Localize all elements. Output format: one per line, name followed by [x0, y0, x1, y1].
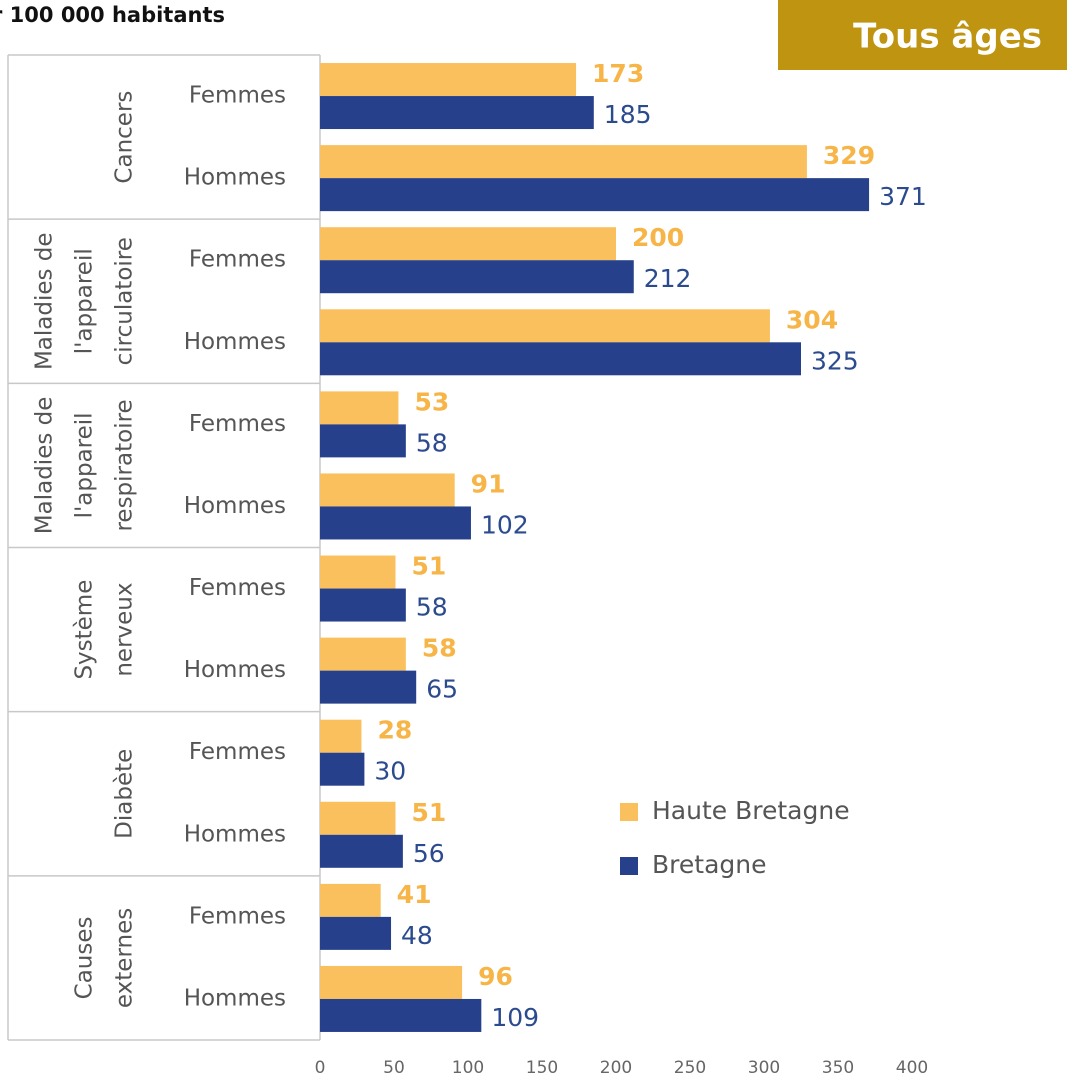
category-label: Hommes	[184, 165, 286, 191]
group-label: l'appareil	[72, 412, 98, 518]
legend-label: Bretagne	[652, 850, 766, 879]
bar	[320, 391, 399, 425]
x-tick-label: 350	[822, 1058, 854, 1078]
data-label: 30	[374, 757, 406, 786]
bar	[320, 752, 365, 786]
badge-label: Tous âges	[853, 17, 1042, 57]
category-label: Femmes	[189, 411, 286, 437]
bar	[320, 998, 482, 1032]
bar	[320, 834, 403, 868]
category-label: Hommes	[184, 493, 286, 519]
data-label: 41	[397, 880, 432, 909]
bar	[320, 178, 870, 212]
data-label: 325	[811, 346, 859, 375]
data-label: 371	[879, 182, 927, 211]
bar	[320, 145, 807, 179]
group-label: Système	[72, 580, 98, 680]
badge-background	[778, 0, 1067, 70]
data-label: 48	[401, 921, 433, 950]
data-label: 329	[823, 141, 875, 170]
bar	[320, 473, 455, 507]
data-label: 96	[478, 962, 513, 991]
legend-label: Haute Bretagne	[652, 796, 850, 825]
data-label: 212	[644, 264, 692, 293]
data-label: 185	[604, 100, 652, 129]
bar	[320, 670, 417, 704]
data-label: 58	[416, 428, 448, 457]
bar	[320, 588, 406, 622]
group-label: externes	[112, 908, 138, 1008]
bar	[320, 342, 801, 376]
group-label: Cancers	[112, 91, 138, 184]
group-label: Maladies de	[32, 232, 58, 370]
group-label: Causes	[72, 916, 98, 999]
x-tick-label: 150	[526, 1058, 558, 1078]
data-label: 65	[426, 675, 458, 704]
x-tick-label: 200	[600, 1058, 632, 1078]
group-label: nerveux	[112, 583, 138, 677]
bar	[320, 63, 577, 97]
data-label: 304	[786, 305, 838, 334]
data-label: 173	[592, 59, 644, 88]
category-label: Hommes	[184, 657, 286, 683]
category-label: Hommes	[184, 821, 286, 847]
data-label: 51	[411, 798, 446, 827]
category-label: Femmes	[189, 83, 286, 109]
data-label: 200	[632, 223, 684, 252]
group-label: Maladies de	[32, 397, 58, 535]
group-label: Diabète	[112, 749, 138, 839]
bar	[320, 637, 406, 671]
bar	[320, 883, 381, 917]
bar	[320, 227, 616, 261]
x-tick-label: 400	[896, 1058, 928, 1078]
bar	[320, 916, 392, 950]
group-label: l'appareil	[72, 248, 98, 354]
x-tick-label: 100	[452, 1058, 484, 1078]
data-label: 102	[481, 510, 529, 539]
legend-swatch	[620, 803, 638, 821]
bar	[320, 96, 594, 130]
legend-swatch	[620, 857, 638, 875]
bar	[320, 506, 471, 540]
bar	[320, 965, 463, 999]
data-label: 53	[414, 387, 449, 416]
data-label: 109	[491, 1003, 539, 1032]
data-label: 58	[416, 593, 448, 622]
category-label: Femmes	[189, 247, 286, 273]
x-tick-label: 300	[748, 1058, 780, 1078]
x-tick-label: 50	[383, 1058, 405, 1078]
x-tick-label: 250	[674, 1058, 706, 1078]
bar	[320, 309, 770, 343]
group-label: circulatoire	[112, 237, 138, 365]
data-label: 58	[422, 634, 457, 663]
bar	[320, 555, 396, 589]
data-label: 56	[413, 839, 445, 868]
category-label: Femmes	[189, 739, 286, 765]
x-tick-label: 0	[315, 1058, 326, 1078]
data-label: 91	[471, 469, 506, 498]
bar	[320, 719, 362, 753]
bar	[320, 424, 406, 458]
bar	[320, 260, 634, 294]
category-label: Hommes	[184, 329, 286, 355]
category-label: Femmes	[189, 903, 286, 929]
bar	[320, 801, 396, 835]
data-label: 28	[377, 716, 412, 745]
data-label: 51	[411, 552, 446, 581]
chart-title: r 100 000 habitants	[0, 3, 225, 27]
category-label: Hommes	[184, 985, 286, 1011]
category-label: Femmes	[189, 575, 286, 601]
group-label: respiratoire	[112, 399, 138, 531]
